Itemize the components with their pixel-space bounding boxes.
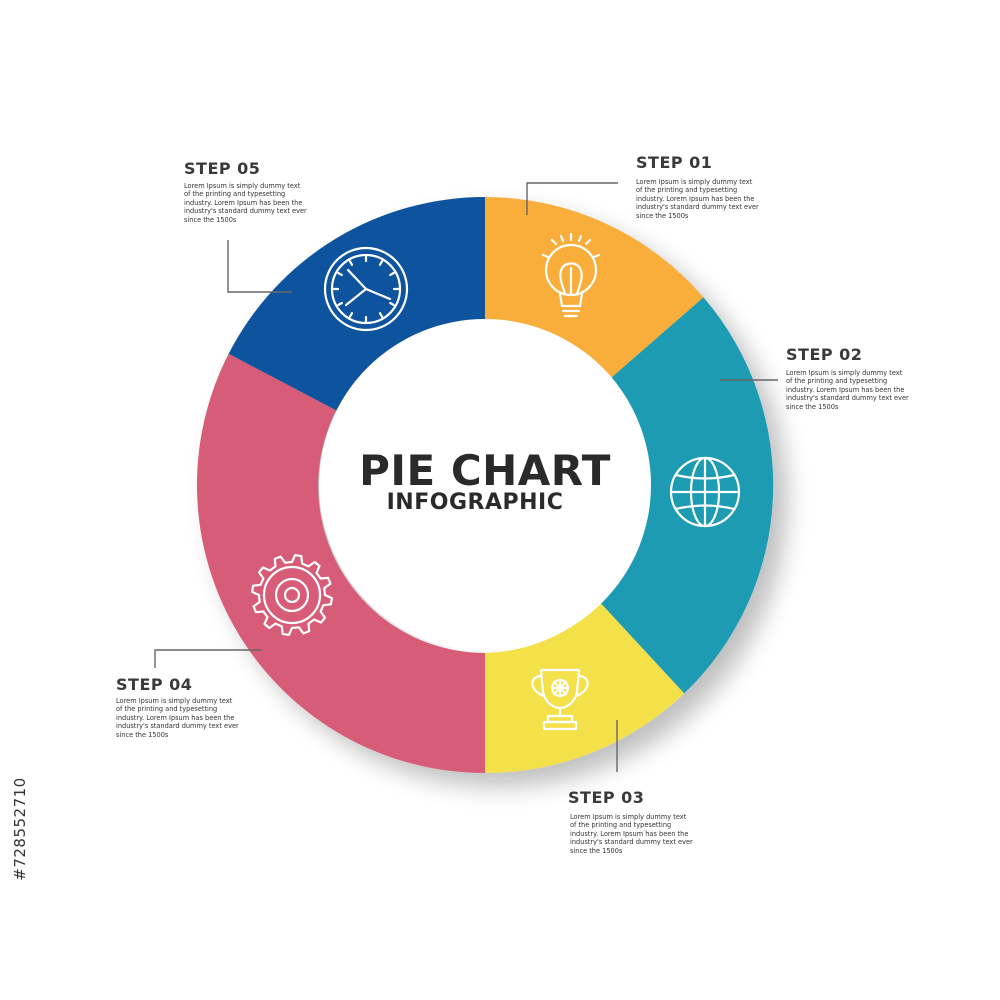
clock-tick — [389, 301, 395, 307]
lightbulb-icon — [541, 232, 601, 318]
trophy-icon — [531, 668, 589, 731]
segment-step-01 — [485, 197, 704, 378]
connector-step-04 — [154, 649, 262, 668]
page-subtitle: INFOGRAPHIC — [386, 490, 564, 515]
step-03-text: Lorem Ipsum is simply dummy text of the … — [570, 813, 693, 855]
step-02-text: Lorem Ipsum is simply dummy text of the … — [786, 369, 909, 411]
segment-step-02 — [600, 297, 774, 694]
clock-tick — [348, 260, 354, 266]
clock-tick — [337, 301, 343, 307]
segment-step-04 — [196, 353, 485, 773]
step-05-text: Lorem Ipsum is simply dummy text of the … — [184, 182, 307, 224]
page-title: PIE CHART — [359, 446, 611, 495]
clock-tick — [389, 271, 395, 277]
step-01-text: Lorem Ipsum is simply dummy text of the … — [636, 178, 759, 220]
step-01-title: STEP 01 — [636, 153, 713, 172]
clock-tick — [378, 312, 384, 318]
globe-icon — [669, 456, 741, 528]
clock-tick — [348, 312, 354, 318]
segment-step-05 — [228, 196, 485, 411]
step-03-title: STEP 03 — [568, 788, 645, 807]
segment-step-03 — [485, 603, 685, 774]
clock-tick — [378, 260, 384, 266]
step-04-text: Lorem Ipsum is simply dummy text of the … — [116, 697, 239, 739]
step-04-title: STEP 04 — [116, 675, 193, 694]
side-id-text: #728552710 — [11, 777, 29, 881]
connector-step-05 — [227, 240, 292, 293]
center-circle — [319, 319, 651, 651]
step-02-title: STEP 02 — [786, 345, 863, 364]
clock-tick — [337, 271, 343, 277]
clock-icon — [323, 246, 409, 332]
step-05-title: STEP 05 — [184, 159, 261, 178]
gear-icon — [251, 554, 333, 636]
connector-step-01 — [526, 182, 618, 215]
